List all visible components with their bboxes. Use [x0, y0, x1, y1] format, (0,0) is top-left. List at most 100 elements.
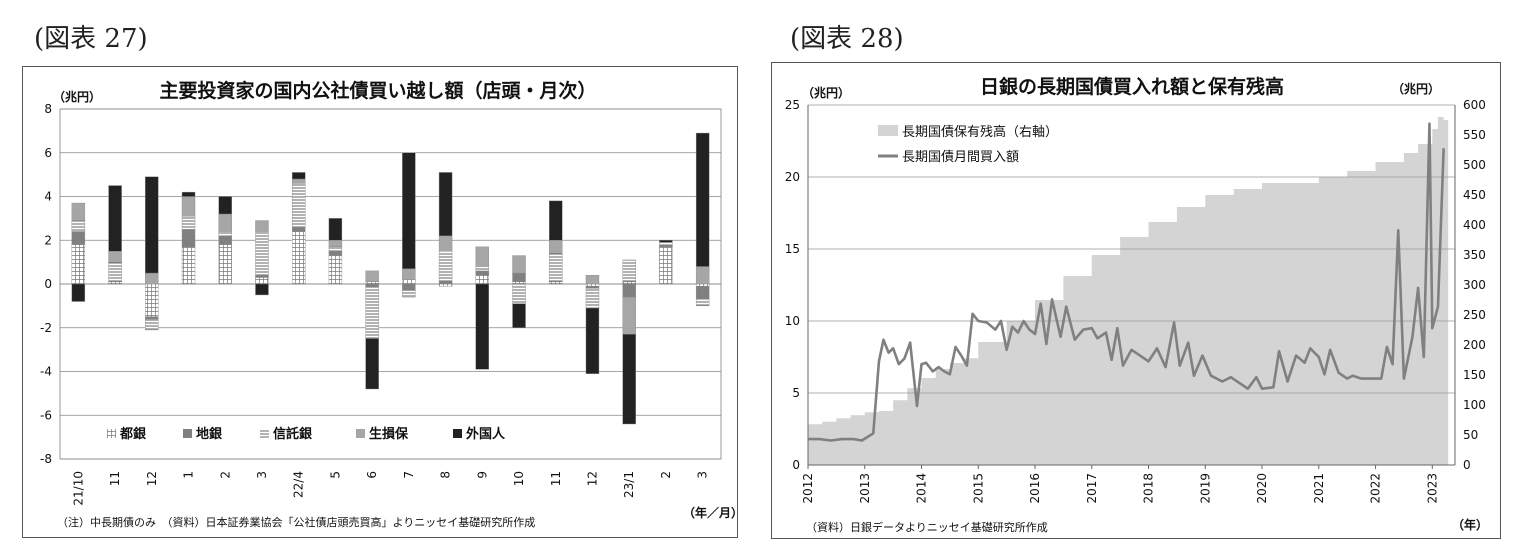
bar-segment — [622, 281, 636, 285]
bar-segment — [291, 231, 306, 285]
bar-segment — [291, 178, 306, 184]
bar-segment — [218, 231, 232, 237]
bar-segment — [402, 268, 416, 280]
bar-segment — [549, 281, 563, 285]
chart1-x-tick: 2 — [218, 471, 232, 479]
chart2-x-tick: 2021 — [1312, 473, 1326, 504]
bar-segment — [585, 307, 600, 374]
bar-segment — [585, 288, 600, 309]
legend-label: 信託銀 — [273, 426, 312, 442]
legend-label: 長期国債月間買入額 — [902, 150, 1019, 165]
chart2-x-tick: 2020 — [1255, 473, 1269, 504]
legend-swatch — [260, 429, 269, 438]
chart1-x-tick: 11 — [108, 471, 122, 486]
bar-segment — [108, 250, 122, 263]
chart1-title: 主要投資家の国内公社債買い越し額（店頭・月次） — [159, 79, 596, 102]
chart1-x-tick: 3 — [696, 471, 710, 479]
chart2-x-tick: 2015 — [971, 473, 985, 504]
chart1-x-tick: 1 — [182, 471, 196, 479]
bar-segment — [549, 200, 563, 241]
chart1-y-tick: 6 — [44, 146, 52, 160]
bar-segment — [365, 270, 379, 283]
chart2-left-tick: 5 — [792, 386, 800, 400]
bar-segment — [695, 285, 710, 300]
legend-label: 外国人 — [465, 426, 506, 442]
bar-segment — [402, 283, 416, 291]
bar-segment — [71, 202, 86, 221]
chart2-right-tick: 200 — [1463, 338, 1486, 352]
bar-segment — [328, 240, 343, 248]
bar-segment — [181, 246, 196, 285]
bar-segment — [659, 242, 673, 245]
bar-segment — [255, 220, 269, 232]
chart2-left-tick: 20 — [785, 170, 800, 184]
chart1-y-tick: 0 — [44, 277, 52, 291]
chart1-y-unit: （兆円） — [53, 89, 101, 104]
bar-segment — [512, 272, 526, 283]
bar-segment — [438, 281, 453, 285]
chart1-x-tick: 21/10 — [71, 471, 85, 506]
bar-segment — [328, 246, 343, 252]
bar-segment — [438, 235, 453, 252]
bar-segment — [695, 283, 710, 287]
bar-segment — [71, 244, 86, 285]
bar-segment — [181, 196, 196, 217]
chart2-left-tick: 10 — [785, 314, 800, 328]
bar-segment — [328, 250, 343, 256]
chart1-y-tick: -6 — [40, 408, 52, 422]
chart2-right-tick: 400 — [1463, 218, 1486, 232]
bar-segment — [622, 296, 636, 335]
legend-label: 生損保 — [369, 426, 409, 442]
chart-panel-bond-purchases: 主要投資家の国内公社債買い越し額（店頭・月次） （兆円） 8 6 4 2 0 -2 -4 -6… — [22, 66, 738, 538]
bar-segment — [695, 266, 710, 285]
chart2-source-note: （資料）日銀データよりニッセイ基礎研究所作成 — [806, 520, 1048, 534]
chart1-y-tick: -4 — [40, 365, 52, 379]
bar-segment — [475, 270, 490, 276]
bar-segment — [365, 285, 379, 339]
bar-segment — [108, 185, 122, 252]
chart2-right-tick: 300 — [1463, 278, 1486, 292]
bar-segment — [255, 283, 269, 296]
chart2-legend: 長期国債保有残高（右軸） 長期国債月間買入額 — [878, 124, 1058, 165]
bar-segment — [512, 281, 526, 285]
chart2-x-tick: 2017 — [1085, 473, 1099, 504]
chart1-x-tick: 7 — [402, 471, 416, 479]
chart1-x-tick: 2 — [659, 471, 673, 479]
legend-label: 地銀 — [196, 426, 222, 442]
chart1-x-tick: 8 — [439, 471, 453, 479]
chart2-x-tick: 2014 — [915, 473, 929, 504]
bar-segment — [622, 283, 636, 298]
bar-segment — [475, 283, 490, 370]
chart2-x-tick: 2019 — [1198, 473, 1212, 504]
bar-segment — [585, 275, 600, 285]
bar-segment — [695, 299, 710, 307]
chart-panel-boj-jgb: 日銀の長期国債買入れ額と保有残高 （兆円） （兆円） 25 20 15 10 5 0 60… — [771, 62, 1501, 539]
bar-segment — [622, 334, 636, 425]
chart2-left-tick: 0 — [792, 458, 800, 472]
legend-swatch — [183, 429, 192, 438]
legend-label: 長期国債保有残高（右軸） — [902, 124, 1058, 140]
chart1-source-note: （注）中長期債のみ （資料）日本証券業協会「公社債店頭売買高」よりニッセイ基礎研… — [57, 515, 535, 529]
chart1-y-tick: 2 — [44, 233, 52, 247]
bar-segment — [365, 283, 379, 287]
bar-segment — [145, 176, 159, 274]
bar-segment — [71, 220, 86, 232]
bar-segment — [108, 261, 122, 283]
bar-segment — [218, 213, 232, 232]
bar-segment — [291, 172, 306, 180]
chart2-title: 日銀の長期国債買入れ額と保有残高 — [980, 75, 1284, 98]
bar-segment — [181, 191, 196, 197]
bar-segment — [255, 275, 269, 278]
chart2-right-tick: 150 — [1463, 368, 1486, 382]
bar-segment — [328, 255, 343, 285]
bar-segment — [71, 283, 86, 302]
bar-segment — [512, 283, 526, 304]
bar-segment — [218, 196, 232, 215]
bar-segment — [181, 229, 196, 248]
bar-segment — [181, 215, 196, 230]
bar-segment — [255, 231, 269, 276]
chart1-x-tick: 5 — [328, 471, 342, 479]
chart2-right-unit: （兆円） — [1392, 81, 1440, 96]
legend-swatch — [356, 429, 365, 438]
